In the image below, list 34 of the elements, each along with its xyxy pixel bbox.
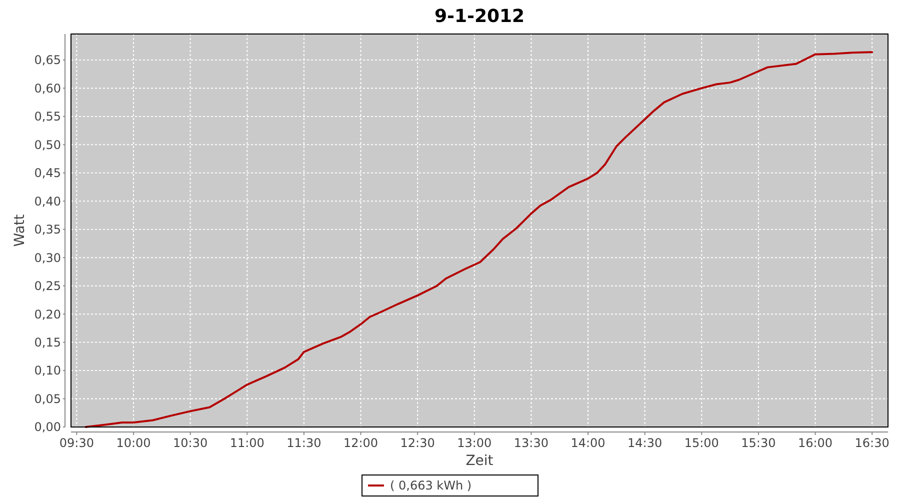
x-tick-label: 14:30 — [628, 436, 662, 450]
y-tick-label: 0,20 — [34, 307, 61, 322]
x-tick-label: 09:30 — [59, 436, 94, 450]
y-tick-label: 0,40 — [34, 194, 61, 208]
y-tick-label: 0,55 — [34, 110, 61, 124]
x-tick-label: 10:30 — [173, 436, 208, 450]
y-tick-label: 0,45 — [34, 166, 61, 180]
x-tick-label: 10:00 — [116, 436, 151, 450]
x-tick-label: 16:00 — [798, 436, 833, 450]
y-tick-label: 0,30 — [34, 250, 61, 265]
y-tick-label: 0,50 — [34, 138, 61, 152]
chart-title: 9-1-2012 — [434, 6, 525, 27]
y-tick-label: 0,25 — [34, 279, 61, 294]
x-tick-label: 13:00 — [457, 436, 492, 450]
legend-label: ( 0,663 kWh ) — [390, 478, 472, 493]
x-tick-label: 12:30 — [400, 436, 435, 450]
y-axis-title: Watt — [12, 214, 28, 247]
line-series — [84, 51, 874, 428]
x-tick-label: 14:00 — [570, 436, 606, 450]
y-tick-label: 0,60 — [34, 81, 61, 96]
x-axis-title: Zeit — [466, 453, 494, 469]
x-tick-label: 11:00 — [230, 436, 264, 450]
x-tick-label: 12:00 — [343, 436, 378, 450]
y-tick-label: 0,35 — [34, 222, 61, 237]
y-tick-label: 0,00 — [34, 420, 61, 434]
y-tick-label: 0,65 — [34, 53, 61, 68]
y-tick-label: 0,05 — [34, 392, 61, 406]
x-tick-label: 13:30 — [514, 436, 548, 450]
x-tick-label: 15:30 — [741, 436, 776, 450]
y-tick-label: 0,15 — [34, 336, 61, 350]
x-tick-label: 16:30 — [854, 436, 890, 450]
x-tick-label: 11:30 — [286, 436, 322, 450]
x-tick-label: 15:00 — [684, 436, 719, 450]
y-tick-label: 0,10 — [34, 364, 61, 378]
